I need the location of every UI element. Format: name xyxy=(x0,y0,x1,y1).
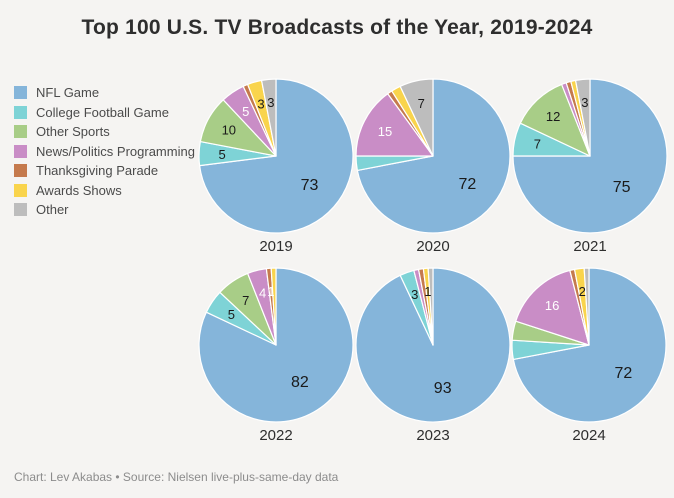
pie-value-label: 7 xyxy=(534,137,541,152)
legend-label: College Football Game xyxy=(36,104,169,120)
pie-value-label: 72 xyxy=(615,365,633,382)
pie-chart-2021: 75 7 12 3 xyxy=(512,78,668,234)
pie-year-label: 2024 xyxy=(572,427,606,444)
legend-swatch xyxy=(14,203,27,217)
pie-value-label: 15 xyxy=(378,124,392,139)
pie-chart-2020: 72 15 7 xyxy=(355,78,511,234)
legend-swatch xyxy=(14,183,27,197)
pie-slice-2024-nfl-game xyxy=(512,267,667,423)
pie-value-label: 5 xyxy=(218,147,225,162)
pie-value-label: 7 xyxy=(418,96,425,111)
pie-value-label: 4 xyxy=(259,285,266,300)
pie-slice-2020-other xyxy=(399,78,434,157)
pie-value-label: 7 xyxy=(242,293,249,308)
pie-slice-2021-other xyxy=(574,78,591,157)
pie-value-label: 72 xyxy=(459,176,477,193)
chart-legend: NFL Game College Football Game Other Sport… xyxy=(14,83,195,220)
legend-item: NFL Game xyxy=(14,83,195,103)
pie-2024: 72 16 2 2024 xyxy=(504,260,674,444)
pie-2021: 75 7 12 3 2021 xyxy=(505,71,674,255)
legend-swatch xyxy=(14,86,27,100)
pie-value-label: 75 xyxy=(613,179,631,196)
legend-label: Thanksgiving Parade xyxy=(36,163,159,179)
pie-value-label: 93 xyxy=(434,380,452,397)
pie-value-label: 2 xyxy=(579,284,586,299)
legend-label: Awards Shows xyxy=(36,182,122,198)
source-credit: Chart: Lev Akabas • Source: Nielsen live… xyxy=(14,470,339,484)
pie-value-label: 82 xyxy=(291,374,309,391)
pie-2019: 73 5 10 5 3 3 2019 xyxy=(191,71,361,255)
pie-slice-2021-nfl-game xyxy=(512,78,668,234)
pie-value-label: 16 xyxy=(545,298,559,313)
pie-year-label: 2023 xyxy=(416,427,450,444)
pie-slice-2024-news-politics-programming xyxy=(515,269,590,346)
pie-value-label: 12 xyxy=(546,109,560,124)
pie-value-label: 1 xyxy=(267,284,274,299)
pie-chart-2023: 93 3 1 xyxy=(355,267,511,423)
pie-value-label: 10 xyxy=(222,123,236,138)
pie-slice-2020-news-politics-programming xyxy=(355,93,434,157)
legend-item: College Football Game xyxy=(14,103,195,123)
legend-swatch xyxy=(14,125,27,139)
pie-year-label: 2019 xyxy=(259,238,293,255)
legend-item: Other Sports xyxy=(14,122,195,142)
pie-year-label: 2021 xyxy=(573,238,607,255)
legend-item: Awards Shows xyxy=(14,181,195,201)
pie-chart-2022: 82 574 1 xyxy=(198,267,354,423)
legend-swatch xyxy=(14,105,27,119)
legend-item: Other xyxy=(14,200,195,220)
legend-label: News/Politics Programming xyxy=(36,143,195,159)
pie-value-label: 3 xyxy=(581,95,588,110)
pie-slice-2019-other xyxy=(260,78,277,157)
pie-value-label: 5 xyxy=(228,307,235,322)
chart-title: Top 100 U.S. TV Broadcasts of the Year, … xyxy=(81,16,593,39)
pie-slice-2023-other xyxy=(427,267,434,346)
pie-2022: 82 5 7 4 1 2022 xyxy=(191,260,361,444)
legend-label: Other Sports xyxy=(36,124,110,140)
legend-swatch xyxy=(14,144,27,158)
pie-2023: 93 3 1 2023 xyxy=(348,260,518,444)
pie-slice-2020-nfl-game xyxy=(356,78,511,234)
pie-year-label: 2022 xyxy=(259,427,293,444)
pie-slice-2022-awards-shows xyxy=(270,267,277,346)
pie-value-label: 3 xyxy=(411,287,418,302)
pie-year-label: 2020 xyxy=(416,238,450,255)
pie-value-label: 5 xyxy=(242,104,249,119)
legend-item: News/Politics Programming xyxy=(14,142,195,162)
pie-value-label: 3 xyxy=(267,95,274,110)
pie-value-label: 3 xyxy=(257,97,264,112)
pie-slice-2024-other xyxy=(583,267,590,346)
legend-swatch xyxy=(14,164,27,178)
pie-chart-2024: 72 16 2 xyxy=(511,267,667,423)
pie-2020: 72 15 7 2020 xyxy=(348,71,518,255)
legend-label: NFL Game xyxy=(36,85,100,101)
pie-value-label: 1 xyxy=(424,284,431,299)
legend-item: Thanksgiving Parade xyxy=(14,161,195,181)
legend-label: Other xyxy=(36,202,69,218)
pie-value-label: 73 xyxy=(301,177,319,194)
